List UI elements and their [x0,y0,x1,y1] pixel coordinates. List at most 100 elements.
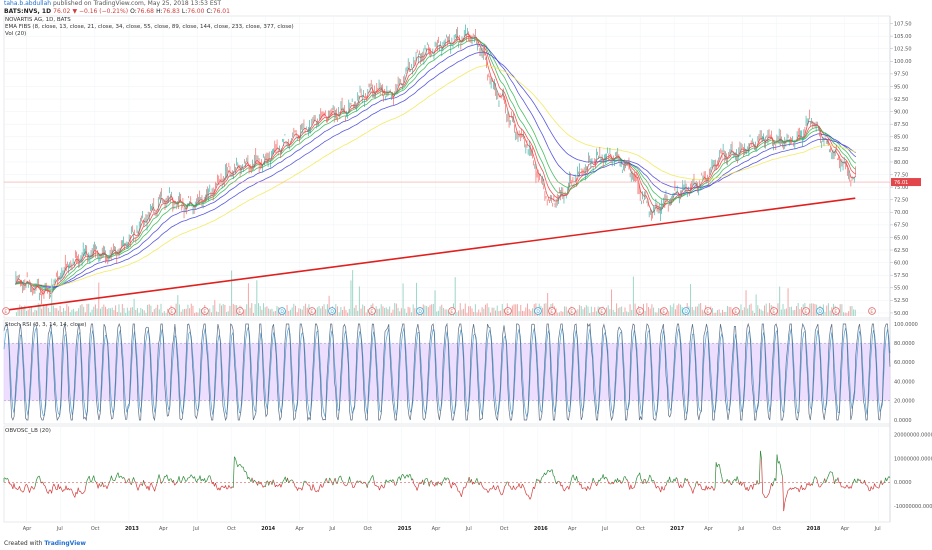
time-tick-label: Jul [601,526,608,532]
volume-bar [523,311,525,316]
obv-segment [232,456,235,488]
volume-bar [57,310,59,316]
event-marker-label: D [280,309,284,315]
earnings-marker [368,307,376,315]
main-pane-title: NOVARTIS AG, 1D, BATS [5,17,71,23]
volume-bar [34,309,36,316]
volume-bar [574,311,576,316]
obv-segment [416,486,419,491]
volume-bar [501,303,503,316]
stoch-rsi-label[interactable]: Stoch RSI (3, 3, 14, 14, close) [5,322,87,328]
volume-bar [22,307,24,316]
obv-segment [154,487,157,492]
obv-segment [234,456,236,459]
volume-bar [533,304,535,316]
obv-segment [763,494,766,498]
obv-segment [669,476,672,483]
volume-bar [237,312,239,316]
volume-bar [481,307,483,316]
obv-segment [209,475,212,480]
ema-line-55 [15,39,857,290]
obv-segment [328,477,330,484]
volume-bar [718,309,720,316]
obv-segment [624,476,627,480]
obv-osc-label[interactable]: OBVOSC_LB (20) [5,428,51,434]
obv-segment [520,483,523,489]
tradingview-logo[interactable]: TradingView [44,540,86,547]
volume-bar [26,310,28,316]
obv-segment [441,481,443,486]
volume-bar [416,282,418,316]
obv-segment [373,480,376,486]
volume-bar [296,312,298,316]
volume-bar [617,308,619,316]
volume-label[interactable]: Vol (20) [5,31,27,37]
volume-bar [273,311,275,316]
low-value: 76.00 [187,8,205,15]
obv-segment [199,475,202,482]
price-tick-label: 62.50 [894,248,908,254]
volume-bar [266,306,268,316]
volume-bar [108,307,110,316]
obv-segment [881,482,884,486]
volume-bar [720,312,722,316]
volume-bar [468,306,470,316]
obv-segment [77,487,80,492]
symbol-timeframe[interactable]: BATS:NVS, 1D [4,8,52,15]
volume-bar [316,307,318,316]
volume-bar [760,309,762,316]
obv-segment [422,479,425,486]
volume-bar [769,303,771,316]
volume-bar [740,304,742,316]
price-tick-label: 90.00 [894,109,908,115]
obv-segment [499,492,502,496]
author-link[interactable]: taha.b.abdullah [4,0,52,7]
volume-bar [41,308,43,316]
obv-segment [219,486,222,491]
volume-bar [434,290,436,316]
obv-segment [123,477,125,480]
obv-segment [652,479,655,482]
volume-bar [673,303,675,316]
ema-fibs-label[interactable]: EMA FIBS (8, close, 13, close, 21, close… [5,24,294,30]
volume-bar [611,289,613,316]
volume-bar [711,308,713,316]
obv-segment [284,476,287,482]
volume-bar [723,311,725,316]
obv-segment [242,466,245,472]
obv-segment [664,484,667,487]
earnings-marker [770,307,778,315]
obv-segment [302,481,305,487]
obv-segment [158,474,161,480]
obv-segment [13,483,16,489]
obv-segment [35,477,38,482]
footer-created-with: Created with [4,540,43,547]
obv-segment [311,484,314,491]
obv-segment [348,476,350,482]
obv-segment [442,479,444,483]
obv-segment [424,478,427,480]
obv-segment [159,479,162,484]
volume-bar [853,309,855,316]
volume-bar [565,306,567,316]
obv-segment [396,477,399,482]
volume-bar [700,303,702,316]
obv-segment [674,477,677,482]
obv-segment [273,482,276,487]
volume-bar [730,306,732,316]
volume-bar [424,305,426,316]
volume-bar [284,310,286,316]
volume-bar [495,310,497,316]
obv-segment [61,489,64,492]
obv-segment [837,477,840,484]
obv-segment [419,482,421,484]
volume-bar [279,312,281,316]
volume-bar [525,307,527,316]
obv-segment [29,488,31,493]
obv-segment [174,483,176,486]
volume-bar [47,307,49,316]
volume-bar [846,312,848,316]
volume-bar [404,308,406,316]
event-marker-label: E [804,309,807,315]
